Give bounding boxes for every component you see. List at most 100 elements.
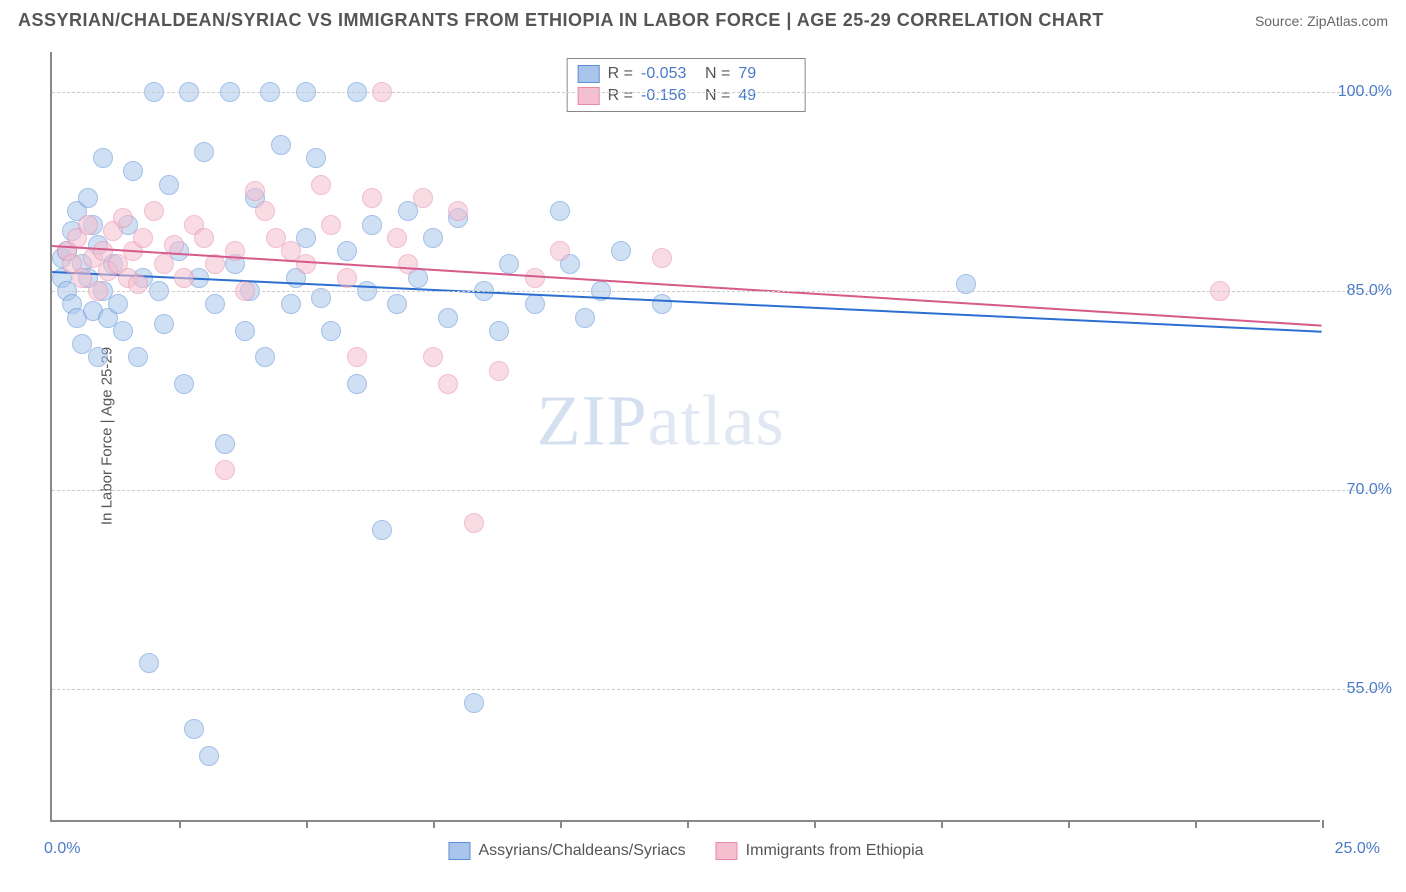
data-point-series_b — [144, 201, 164, 221]
x-tick — [179, 820, 181, 828]
data-point-series_b — [174, 268, 194, 288]
data-point-series_a — [423, 228, 443, 248]
data-point-series_b — [652, 248, 672, 268]
swatch-series-b-2 — [716, 842, 738, 860]
legend-stats: R = -0.053 N = 79 R = -0.156 N = 49 — [567, 58, 806, 112]
chart-container: ASSYRIAN/CHALDEAN/SYRIAC VS IMMIGRANTS F… — [0, 0, 1406, 892]
legend-item-a: Assyrians/Chaldeans/Syriacs — [448, 842, 685, 860]
y-tick-label: 100.0% — [1338, 83, 1392, 101]
data-point-series_b — [78, 215, 98, 235]
data-point-series_b — [347, 347, 367, 367]
data-point-series_a — [184, 719, 204, 739]
data-point-series_a — [387, 294, 407, 314]
data-point-series_a — [113, 321, 133, 341]
data-point-series_b — [550, 241, 570, 261]
x-tick — [1195, 820, 1197, 828]
data-point-series_b — [448, 201, 468, 221]
data-point-series_b — [215, 460, 235, 480]
n-value-b: 49 — [738, 87, 794, 105]
y-tick-label: 70.0% — [1347, 481, 1392, 499]
source-attribution: Source: ZipAtlas.com — [1255, 13, 1388, 29]
data-point-series_a — [123, 161, 143, 181]
x-tick — [433, 820, 435, 828]
x-tick — [560, 820, 562, 828]
data-point-series_b — [311, 175, 331, 195]
data-point-series_a — [550, 201, 570, 221]
data-point-series_a — [255, 347, 275, 367]
data-point-series_a — [489, 321, 509, 341]
x-tick — [1322, 820, 1324, 828]
data-point-series_b — [321, 215, 341, 235]
data-point-series_a — [205, 294, 225, 314]
data-point-series_b — [423, 347, 443, 367]
legend-item-b: Immigrants from Ethiopia — [716, 842, 924, 860]
x-axis-min-label: 0.0% — [44, 840, 80, 858]
legend-stats-row-b: R = -0.156 N = 49 — [578, 85, 795, 107]
data-point-series_a — [215, 434, 235, 454]
data-point-series_a — [575, 308, 595, 328]
data-point-series_a — [194, 142, 214, 162]
data-point-series_b — [296, 254, 316, 274]
data-point-series_a — [78, 188, 98, 208]
data-point-series_b — [387, 228, 407, 248]
legend-stats-row-a: R = -0.053 N = 79 — [578, 63, 795, 85]
data-point-series_a — [159, 175, 179, 195]
data-point-series_a — [93, 148, 113, 168]
data-point-series_a — [271, 135, 291, 155]
data-point-series_a — [499, 254, 519, 274]
title-bar: ASSYRIAN/CHALDEAN/SYRIAC VS IMMIGRANTS F… — [18, 10, 1388, 31]
data-point-series_a — [372, 520, 392, 540]
y-tick-label: 55.0% — [1347, 680, 1392, 698]
data-point-series_b — [489, 361, 509, 381]
data-point-series_a — [199, 746, 219, 766]
data-point-series_a — [347, 374, 367, 394]
x-tick — [814, 820, 816, 828]
legend-label-b: Immigrants from Ethiopia — [746, 842, 924, 860]
chart-title: ASSYRIAN/CHALDEAN/SYRIAC VS IMMIGRANTS F… — [18, 10, 1104, 31]
gridline-h — [52, 689, 1380, 690]
x-tick — [1068, 820, 1070, 828]
gridline-h — [52, 291, 1380, 292]
x-tick — [306, 820, 308, 828]
data-point-series_a — [611, 241, 631, 261]
data-point-series_b — [337, 268, 357, 288]
r-label-2: R = — [608, 87, 633, 105]
data-point-series_b — [245, 181, 265, 201]
data-point-series_b — [113, 208, 133, 228]
gridline-h — [52, 92, 1380, 93]
data-point-series_a — [88, 347, 108, 367]
plot-area: In Labor Force | Age 25-29 ZIPatlas R = … — [50, 52, 1320, 822]
data-point-series_b — [133, 228, 153, 248]
n-label-2: N = — [705, 87, 730, 105]
data-point-series_a — [174, 374, 194, 394]
data-point-series_a — [139, 653, 159, 673]
data-point-series_a — [652, 294, 672, 314]
n-label: N = — [705, 65, 730, 83]
data-point-series_a — [362, 215, 382, 235]
r-value-a: -0.053 — [641, 65, 697, 83]
data-point-series_b — [194, 228, 214, 248]
data-point-series_a — [128, 347, 148, 367]
data-point-series_a — [464, 693, 484, 713]
points-layer — [52, 52, 1320, 820]
data-point-series_a — [281, 294, 301, 314]
y-tick-label: 85.0% — [1347, 282, 1392, 300]
legend-series: Assyrians/Chaldeans/Syriacs Immigrants f… — [448, 842, 923, 860]
data-point-series_a — [154, 314, 174, 334]
data-point-series_b — [413, 188, 433, 208]
r-label: R = — [608, 65, 633, 83]
data-point-series_b — [438, 374, 458, 394]
x-tick — [941, 820, 943, 828]
data-point-series_a — [438, 308, 458, 328]
swatch-series-a-2 — [448, 842, 470, 860]
legend-label-a: Assyrians/Chaldeans/Syriacs — [478, 842, 685, 860]
data-point-series_a — [306, 148, 326, 168]
r-value-b: -0.156 — [641, 87, 697, 105]
data-point-series_b — [154, 254, 174, 274]
data-point-series_b — [255, 201, 275, 221]
data-point-series_b — [464, 513, 484, 533]
data-point-series_b — [398, 254, 418, 274]
data-point-series_b — [362, 188, 382, 208]
data-point-series_a — [321, 321, 341, 341]
x-axis-max-label: 25.0% — [1335, 840, 1380, 858]
